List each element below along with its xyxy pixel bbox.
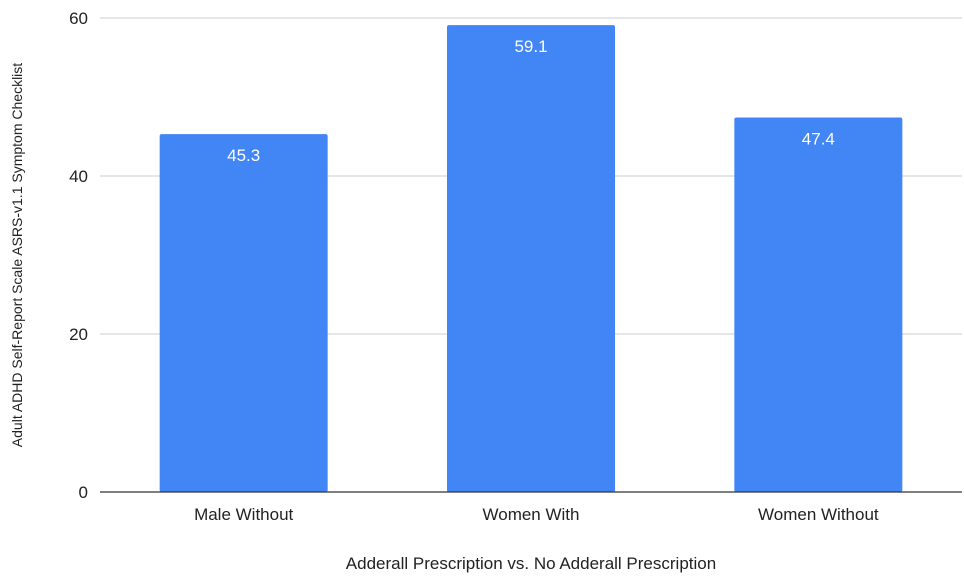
bars bbox=[159, 25, 903, 493]
y-axis-tick-labels: 0 20 40 60 bbox=[69, 9, 88, 502]
x-axis-title: Adderall Prescription vs. No Adderall Pr… bbox=[346, 554, 716, 573]
y-tick-label: 20 bbox=[69, 325, 88, 344]
x-tick-label: Women With bbox=[483, 505, 580, 524]
bar-data-label: 45.3 bbox=[227, 146, 260, 165]
x-tick-label: Women Without bbox=[758, 505, 879, 524]
y-tick-label: 60 bbox=[69, 9, 88, 28]
x-tick-label: Male Without bbox=[194, 505, 293, 524]
data-labels: 45.3 59.1 47.4 bbox=[227, 37, 835, 165]
y-axis-title: Adult ADHD Self-Report Scale ASRS-v1.1 S… bbox=[9, 63, 25, 447]
bar bbox=[447, 25, 615, 493]
y-tick-label: 40 bbox=[69, 167, 88, 186]
bar-data-label: 59.1 bbox=[514, 37, 547, 56]
bar bbox=[734, 117, 903, 492]
x-axis-tick-labels: Male Without Women With Women Without bbox=[194, 505, 879, 524]
y-tick-label: 0 bbox=[79, 483, 88, 502]
bar-data-label: 47.4 bbox=[802, 130, 835, 149]
bar bbox=[159, 134, 328, 492]
